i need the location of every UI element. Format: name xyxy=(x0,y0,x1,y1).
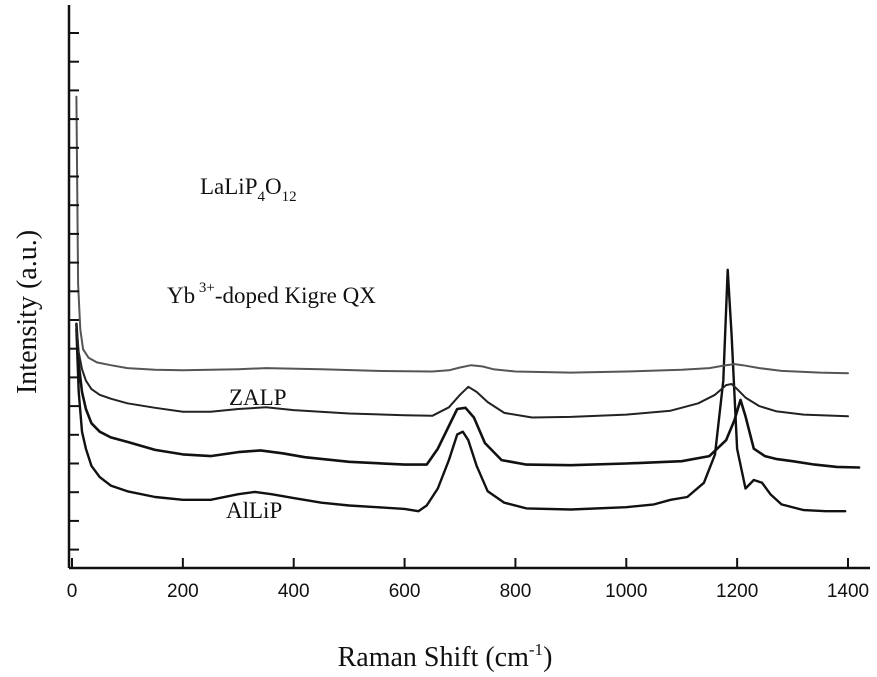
series-label-part: AlLiP xyxy=(226,498,282,523)
series-label-part: -doped Kigre QX xyxy=(215,283,376,308)
x-tick-label: 800 xyxy=(500,581,532,602)
series-label-3: ZALP xyxy=(229,385,287,410)
x-tick-label: 200 xyxy=(167,581,199,602)
series-line-1 xyxy=(75,268,847,513)
series-label-part: 4 xyxy=(258,189,266,205)
series-label-part: O xyxy=(265,174,282,199)
x-ticks: 0 200 400 600 800 1000 1200 1400 xyxy=(67,558,869,602)
x-tick-label: 1200 xyxy=(716,581,758,602)
x-axis-title-superscript: -1 xyxy=(529,640,543,659)
x-tick-label: 0 xyxy=(67,581,78,602)
series-label-2: Yb 3+-doped Kigre QX xyxy=(167,280,376,308)
series-labels: LaLiP4O12 Yb 3+-doped Kigre QX ZALP AlLiP xyxy=(167,174,376,523)
x-tick-label: 1000 xyxy=(605,581,647,602)
series-label-part: LaLiP xyxy=(200,174,258,199)
y-ticks xyxy=(69,32,79,551)
series-label-part: 3+ xyxy=(195,280,215,296)
series-label-1: LaLiP4O12 xyxy=(200,174,297,205)
series-line-2 xyxy=(75,322,861,469)
series-lines xyxy=(75,95,861,513)
y-axis-title: Intensity (a.u.) xyxy=(12,230,43,394)
x-tick-label: 400 xyxy=(278,581,310,602)
series-line-3 xyxy=(75,322,849,419)
series-line-4 xyxy=(75,95,849,375)
series-label-part: ZALP xyxy=(229,385,287,410)
x-tick-label: 1400 xyxy=(827,581,869,602)
series-label-part: 12 xyxy=(282,189,297,205)
x-tick-label: 600 xyxy=(389,581,421,602)
series-label-4: AlLiP xyxy=(226,498,282,523)
x-axis-title: Raman Shift (cm-1) xyxy=(338,640,553,673)
series-label-part: Yb xyxy=(167,283,195,308)
